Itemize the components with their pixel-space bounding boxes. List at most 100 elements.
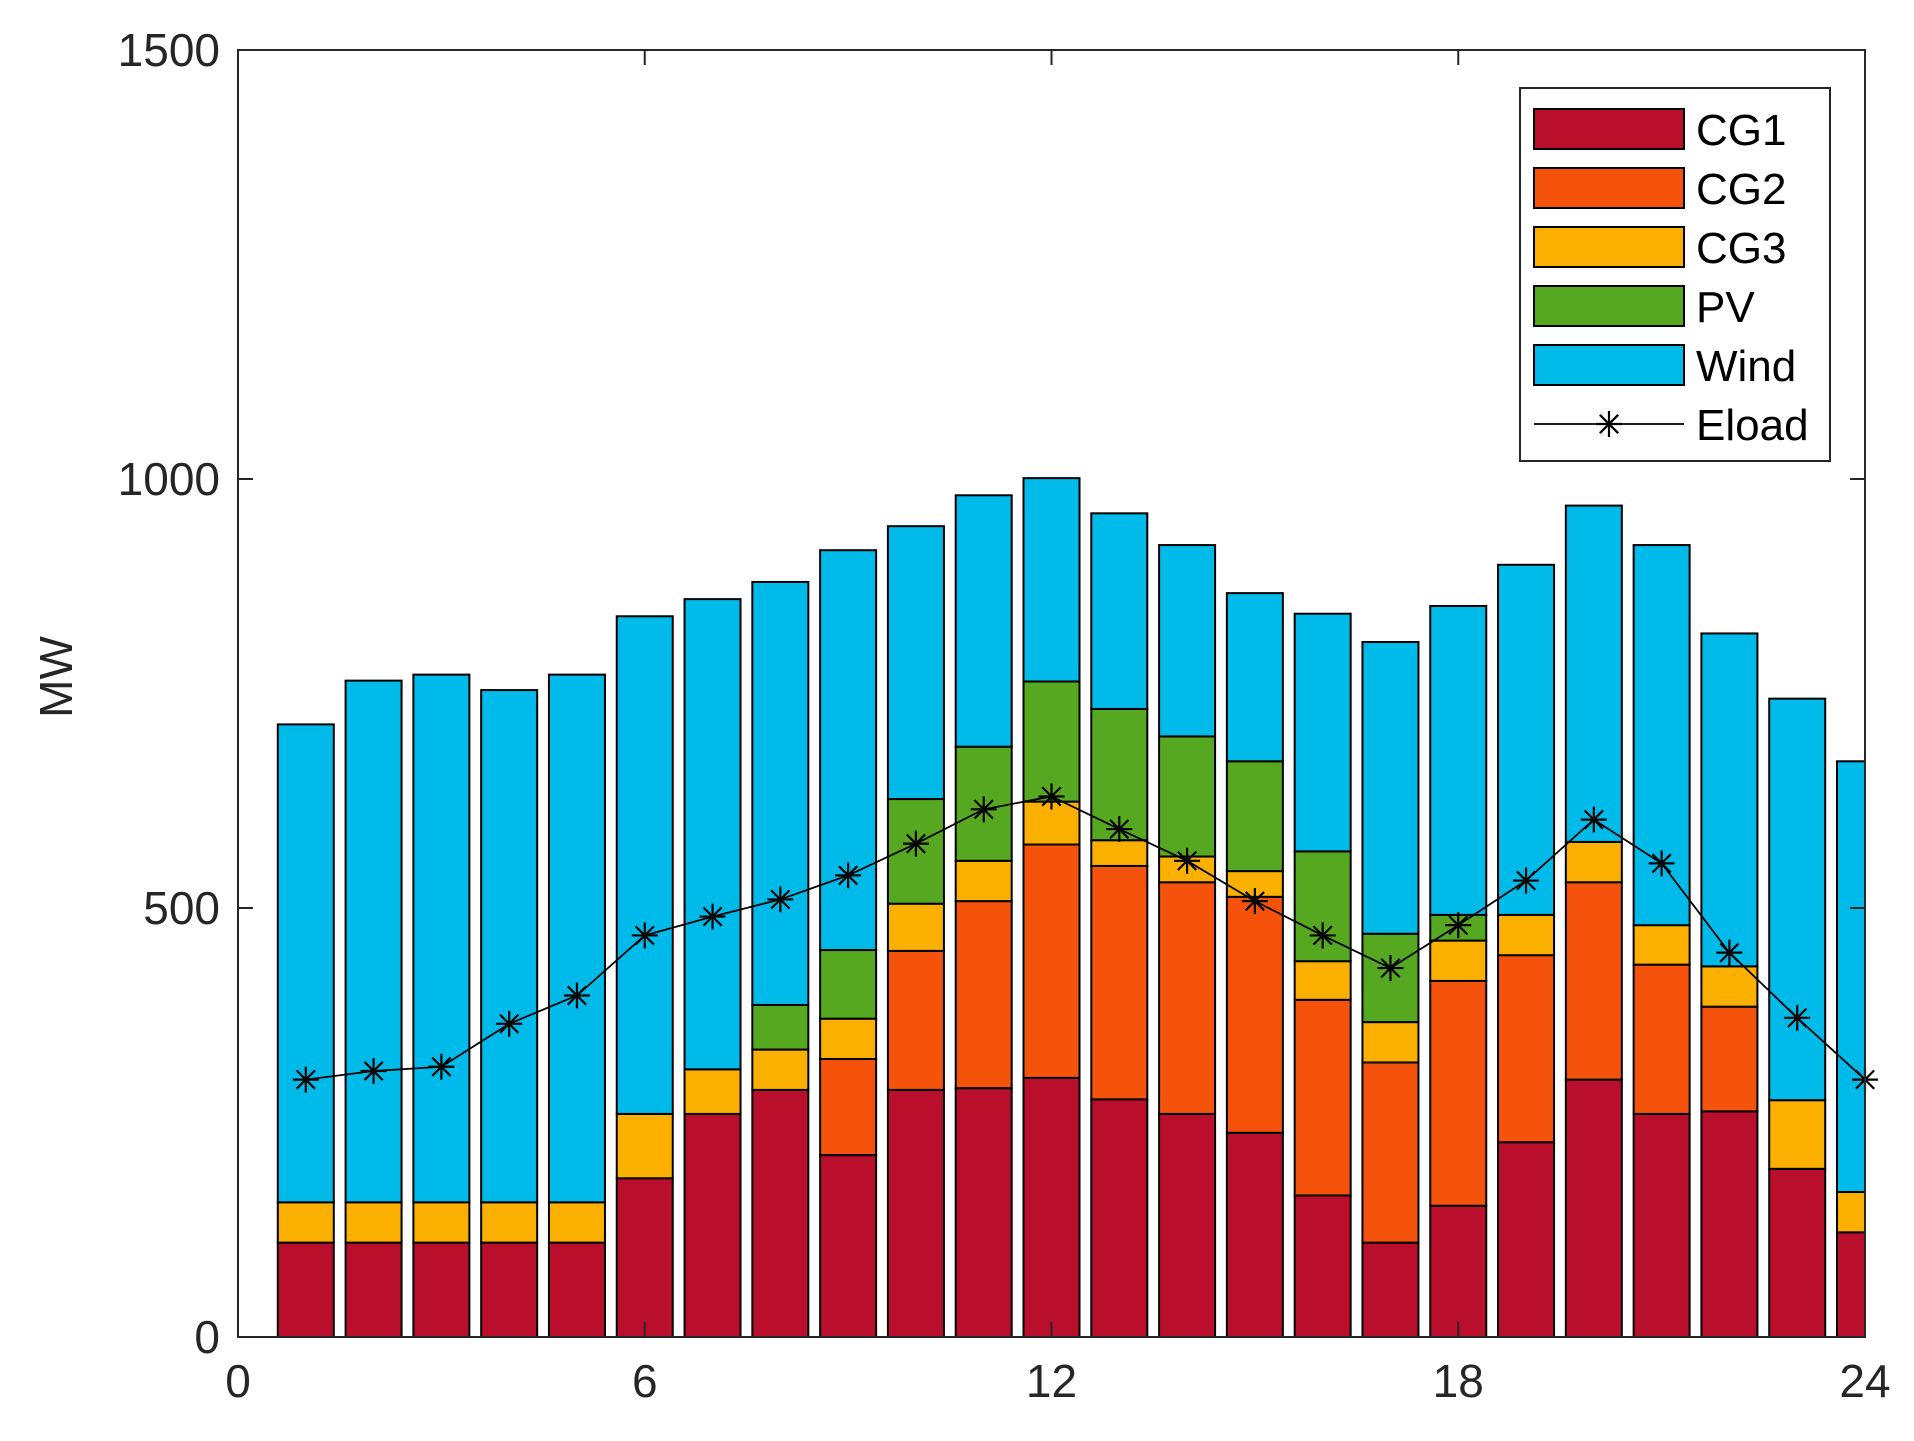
bar-wind-8	[751, 580, 810, 1006]
eload-marker-22	[1716, 939, 1743, 966]
bar-cg2-18	[1429, 979, 1488, 1207]
eload-marker-16	[1309, 922, 1336, 949]
legend-swatch-cg1	[1533, 108, 1685, 150]
bar-cg2-22	[1700, 1005, 1759, 1113]
bar-pv-15	[1225, 760, 1284, 873]
bar-cg3-23	[1768, 1099, 1827, 1170]
x-tick-label-24: 24	[1839, 1355, 1890, 1407]
bar-wind-12	[1022, 477, 1081, 683]
legend-swatch-cg2	[1533, 167, 1685, 209]
bar-pv-14	[1158, 735, 1217, 858]
bar-cg1-14	[1158, 1112, 1217, 1337]
bar-cg2-9	[819, 1058, 878, 1157]
bar-cg2-16	[1293, 998, 1352, 1197]
eload-marker-15	[1241, 888, 1268, 915]
y-axis-label: MW	[30, 636, 82, 718]
eload-marker-17	[1377, 955, 1404, 982]
bar-wind-16	[1293, 612, 1352, 853]
bar-cg3-1	[276, 1201, 335, 1244]
eload-marker-1	[292, 1066, 319, 1093]
bar-wind-6	[615, 615, 674, 1115]
bar-wind-13	[1090, 512, 1149, 710]
legend: CG1 CG2 CG3 PV Wind Eload	[1519, 87, 1831, 462]
eload-marker-5	[563, 982, 590, 1009]
legend-label-eload: Eload	[1696, 401, 1809, 450]
bar-cg1-2	[344, 1241, 403, 1337]
bar-cg1-19	[1497, 1141, 1556, 1337]
bar-cg3-19	[1497, 913, 1556, 957]
bar-cg3-7	[683, 1068, 742, 1115]
bar-cg3-13	[1090, 839, 1149, 867]
bar-cg2-12	[1022, 843, 1081, 1079]
x-tick-label-12: 12	[1026, 1355, 1077, 1407]
bar-cg3-21	[1632, 924, 1691, 966]
bar-cg1-18	[1429, 1204, 1488, 1337]
eload-marker-18	[1445, 912, 1472, 939]
bar-cg1-17	[1361, 1241, 1420, 1337]
eload-marker-19	[1513, 867, 1540, 894]
bar-cg3-11	[954, 859, 1013, 903]
bar-cg1-24	[1836, 1231, 1865, 1337]
eload-marker-4	[496, 1010, 523, 1037]
bar-cg3-10	[886, 902, 945, 952]
bar-cg1-23	[1768, 1167, 1827, 1337]
bar-cg2-10	[886, 949, 945, 1091]
eload-marker-10	[902, 830, 929, 857]
legend-swatch-wind	[1533, 344, 1685, 386]
eload-line	[305, 795, 1866, 1081]
bar-wind-4	[480, 689, 539, 1204]
bar-cg2-15	[1225, 895, 1284, 1134]
eload-marker-12	[1038, 783, 1065, 810]
eload-marker-23	[1784, 1004, 1811, 1031]
eload-line-layer	[292, 783, 1878, 1093]
y-tick-label-1000: 1000	[118, 453, 220, 505]
bar-wind-2	[344, 679, 403, 1204]
bar-cg2-19	[1497, 954, 1556, 1144]
bar-wind-5	[547, 673, 606, 1204]
eload-marker-7	[699, 903, 726, 930]
bar-cg1-11	[954, 1087, 1013, 1337]
bar-wind-14	[1158, 544, 1217, 738]
bar-cg1-7	[683, 1112, 742, 1337]
legend-box	[1519, 87, 1831, 462]
x-tick-label-0: 0	[225, 1355, 251, 1407]
legend-label-cg1: CG1	[1696, 106, 1786, 155]
bar-wind-9	[819, 549, 878, 952]
bar-cg2-11	[954, 900, 1013, 1090]
bar-cg3-22	[1700, 965, 1759, 1008]
bar-cg3-16	[1293, 960, 1352, 1001]
bar-cg3-8	[751, 1048, 810, 1091]
bar-wind-11	[954, 494, 1013, 748]
eload-marker-2	[360, 1058, 387, 1085]
eload-marker-21	[1648, 850, 1675, 877]
bar-cg1-9	[819, 1154, 878, 1337]
bar-cg1-12	[1022, 1076, 1081, 1337]
bar-cg3-18	[1429, 939, 1488, 982]
bar-cg1-15	[1225, 1131, 1284, 1337]
bar-cg1-4	[480, 1241, 539, 1337]
axes-layer: 0 6 12 18 24 0 500 1000 1500	[118, 24, 1891, 1407]
legend-label-cg2: CG2	[1696, 165, 1786, 214]
y-tick-label-1500: 1500	[118, 24, 220, 76]
bar-cg3-2	[344, 1201, 403, 1244]
bar-pv-12	[1022, 680, 1081, 803]
bar-wind-3	[412, 673, 471, 1204]
bar-cg1-3	[412, 1241, 471, 1337]
bar-cg1-22	[1700, 1110, 1759, 1337]
bar-cg1-21	[1632, 1112, 1691, 1337]
legend-swatch-cg3	[1533, 226, 1685, 268]
eload-marker-13	[1106, 816, 1133, 843]
legend-swatch-pv	[1533, 285, 1685, 327]
bar-cg2-17	[1361, 1061, 1420, 1244]
eload-marker-3	[428, 1053, 455, 1080]
bar-cg2-13	[1090, 864, 1149, 1101]
bar-pv-8	[751, 1003, 810, 1051]
bar-cg1-20	[1564, 1078, 1623, 1337]
x-tick-label-6: 6	[632, 1355, 658, 1407]
legend-label-wind: Wind	[1696, 342, 1796, 391]
bar-wind-17	[1361, 641, 1420, 935]
bar-cg1-16	[1293, 1194, 1352, 1337]
bar-cg3-17	[1361, 1021, 1420, 1064]
legend-label-pv: PV	[1696, 283, 1755, 332]
